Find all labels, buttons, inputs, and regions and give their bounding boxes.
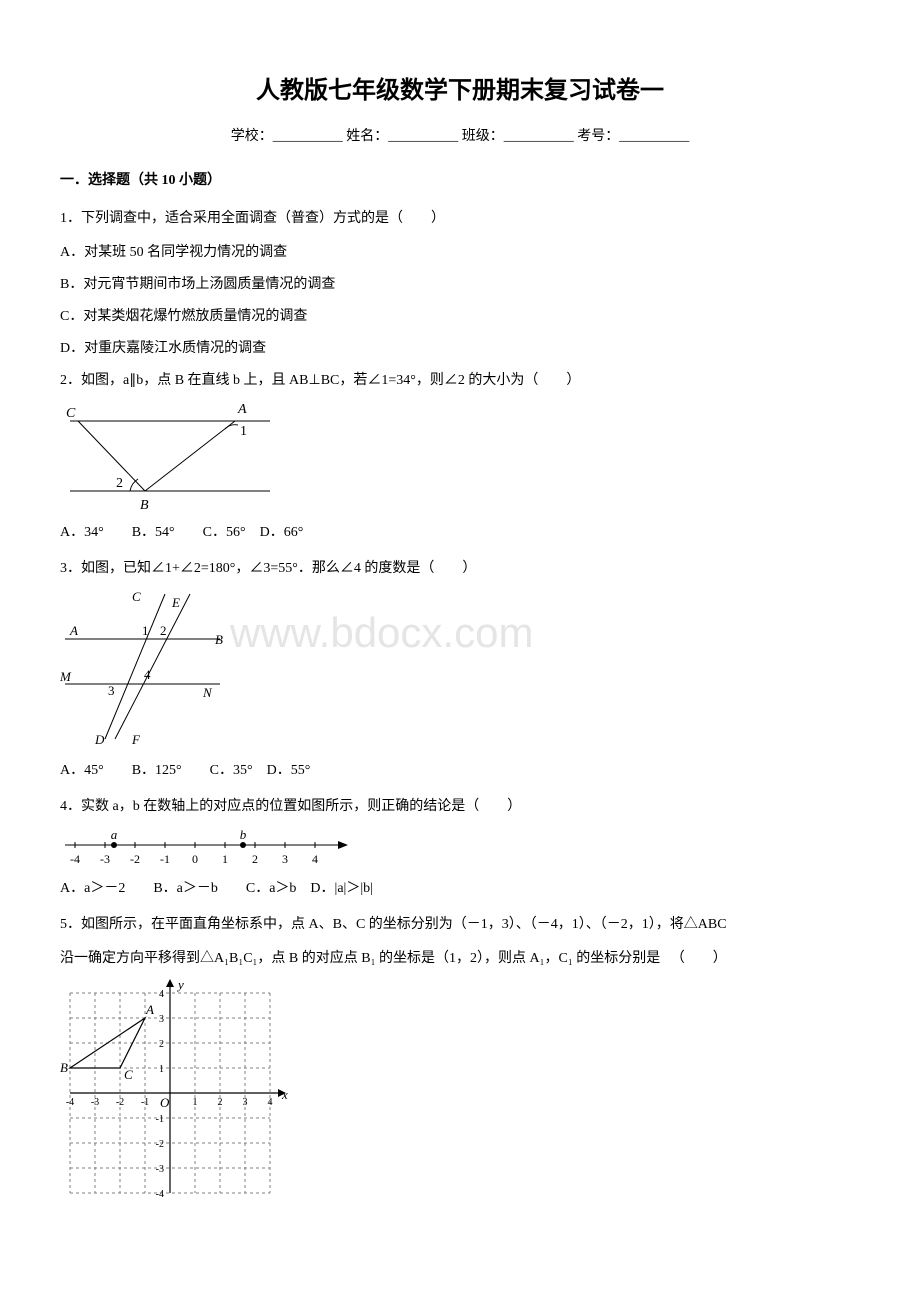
svg-text:-3: -3 — [100, 852, 110, 866]
svg-text:2: 2 — [159, 1039, 164, 1050]
question-5-line1: 5．如图所示，在平面直角坐标系中，点 A、B、C 的坐标分别为（－1，3）、（－… — [60, 911, 860, 939]
svg-text:-3: -3 — [91, 1097, 99, 1108]
svg-text:4: 4 — [312, 852, 318, 866]
svg-text:2: 2 — [116, 476, 123, 491]
q3-options: A．45° B．125° C．35° D．55° — [60, 757, 860, 785]
svg-text:C: C — [66, 406, 76, 421]
svg-text:3: 3 — [108, 683, 115, 698]
blank: __________ — [273, 129, 343, 144]
svg-text:A: A — [237, 402, 247, 417]
svg-text:3: 3 — [159, 1014, 164, 1025]
question-1: 1．下列调查中，适合采用全面调查（普查）方式的是（ ） — [60, 205, 860, 233]
svg-text:A: A — [145, 1002, 154, 1017]
watermark: www.bdocx.com — [230, 609, 533, 657]
q2-figure: CAabB12 — [60, 401, 270, 511]
name-label: 姓名： — [346, 129, 388, 144]
svg-text:F: F — [131, 732, 141, 747]
svg-text:B: B — [60, 1060, 68, 1075]
q4-figure: -4 -3 -2 -1 0 1 2 3 4 a b — [60, 827, 350, 867]
svg-text:C: C — [132, 589, 141, 604]
q3-figure: C E A B M N D F 12 3 4 — [60, 589, 225, 749]
q2-options: A．34° B．54° C．56° D．66° — [60, 519, 860, 547]
school-label: 学校： — [231, 129, 273, 144]
examno-label: 考号： — [577, 129, 619, 144]
svg-text:1: 1 — [159, 1064, 164, 1075]
svg-text:1: 1 — [193, 1097, 198, 1108]
question-5-line2: 沿一确定方向平移得到△A₁B₁C₁，点 B 的对应点 B₁ 的坐标是（1，2），… — [60, 945, 860, 973]
svg-text:B: B — [215, 632, 223, 647]
svg-text:E: E — [171, 595, 180, 610]
student-info-line: 学校：__________ 姓名：__________ 班级：_________… — [60, 125, 860, 145]
svg-text:-4: -4 — [66, 1097, 74, 1108]
page-title: 人教版七年级数学下册期末复习试卷一 — [60, 70, 860, 105]
svg-text:3: 3 — [243, 1097, 248, 1108]
svg-text:4: 4 — [144, 667, 151, 682]
svg-text:4: 4 — [159, 989, 164, 1000]
svg-text:-2: -2 — [130, 852, 140, 866]
svg-text:a: a — [111, 827, 118, 842]
question-3: 3．如图，已知∠1+∠2=180°，∠3=55°．那么∠4 的度数是（ ） — [60, 555, 860, 583]
svg-text:2: 2 — [160, 623, 167, 638]
svg-text:-1: -1 — [156, 1114, 164, 1125]
q5-figure: -4 -3 -2 -1 1 2 3 4 -4 -3 -2 -1 1 2 3 4 y x O A B C — [60, 979, 290, 1209]
blank: __________ — [619, 129, 689, 144]
svg-text:-1: -1 — [141, 1097, 149, 1108]
svg-text:1: 1 — [142, 623, 149, 638]
q1-option-d: D．对重庆嘉陵江水质情况的调查 — [60, 335, 860, 363]
section-heading: 一．选择题（共 10 小题） — [60, 169, 860, 189]
svg-text:1: 1 — [222, 852, 228, 866]
svg-text:y: y — [176, 979, 184, 992]
svg-text:N: N — [202, 685, 213, 700]
svg-text:O: O — [160, 1095, 170, 1110]
question-2: 2．如图，a∥b，点 B 在直线 b 上，且 AB⊥BC，若∠1=34°，则∠2… — [60, 367, 860, 395]
svg-text:B: B — [140, 498, 149, 511]
svg-text:-3: -3 — [156, 1164, 164, 1175]
svg-text:3: 3 — [282, 852, 288, 866]
question-4: 4．实数 a，b 在数轴上的对应点的位置如图所示，则正确的结论是（ ） — [60, 793, 860, 821]
q1-option-c: C．对某类烟花爆竹燃放质量情况的调查 — [60, 303, 860, 331]
svg-text:D: D — [94, 732, 105, 747]
q4-options: A．a＞－2 B．a＞－b C．a＞b D．|a|＞|b| — [60, 875, 860, 903]
svg-text:C: C — [124, 1067, 133, 1082]
svg-text:1: 1 — [240, 424, 247, 439]
class-label: 班级： — [462, 129, 504, 144]
q1-option-b: B．对元宵节期间市场上汤圆质量情况的调查 — [60, 271, 860, 299]
svg-text:-2: -2 — [156, 1139, 164, 1150]
svg-text:-4: -4 — [156, 1189, 164, 1200]
svg-text:2: 2 — [252, 852, 258, 866]
q1-option-a: A．对某班 50 名同学视力情况的调查 — [60, 239, 860, 267]
svg-text:0: 0 — [192, 852, 198, 866]
svg-text:-2: -2 — [116, 1097, 124, 1108]
svg-text:4: 4 — [268, 1097, 273, 1108]
svg-text:M: M — [60, 669, 72, 684]
svg-text:-4: -4 — [70, 852, 80, 866]
svg-text:2: 2 — [218, 1097, 223, 1108]
svg-text:b: b — [240, 827, 247, 842]
svg-text:A: A — [69, 623, 78, 638]
svg-text:-1: -1 — [160, 852, 170, 866]
blank: __________ — [504, 129, 574, 144]
svg-text:x: x — [281, 1087, 288, 1102]
blank: __________ — [388, 129, 458, 144]
